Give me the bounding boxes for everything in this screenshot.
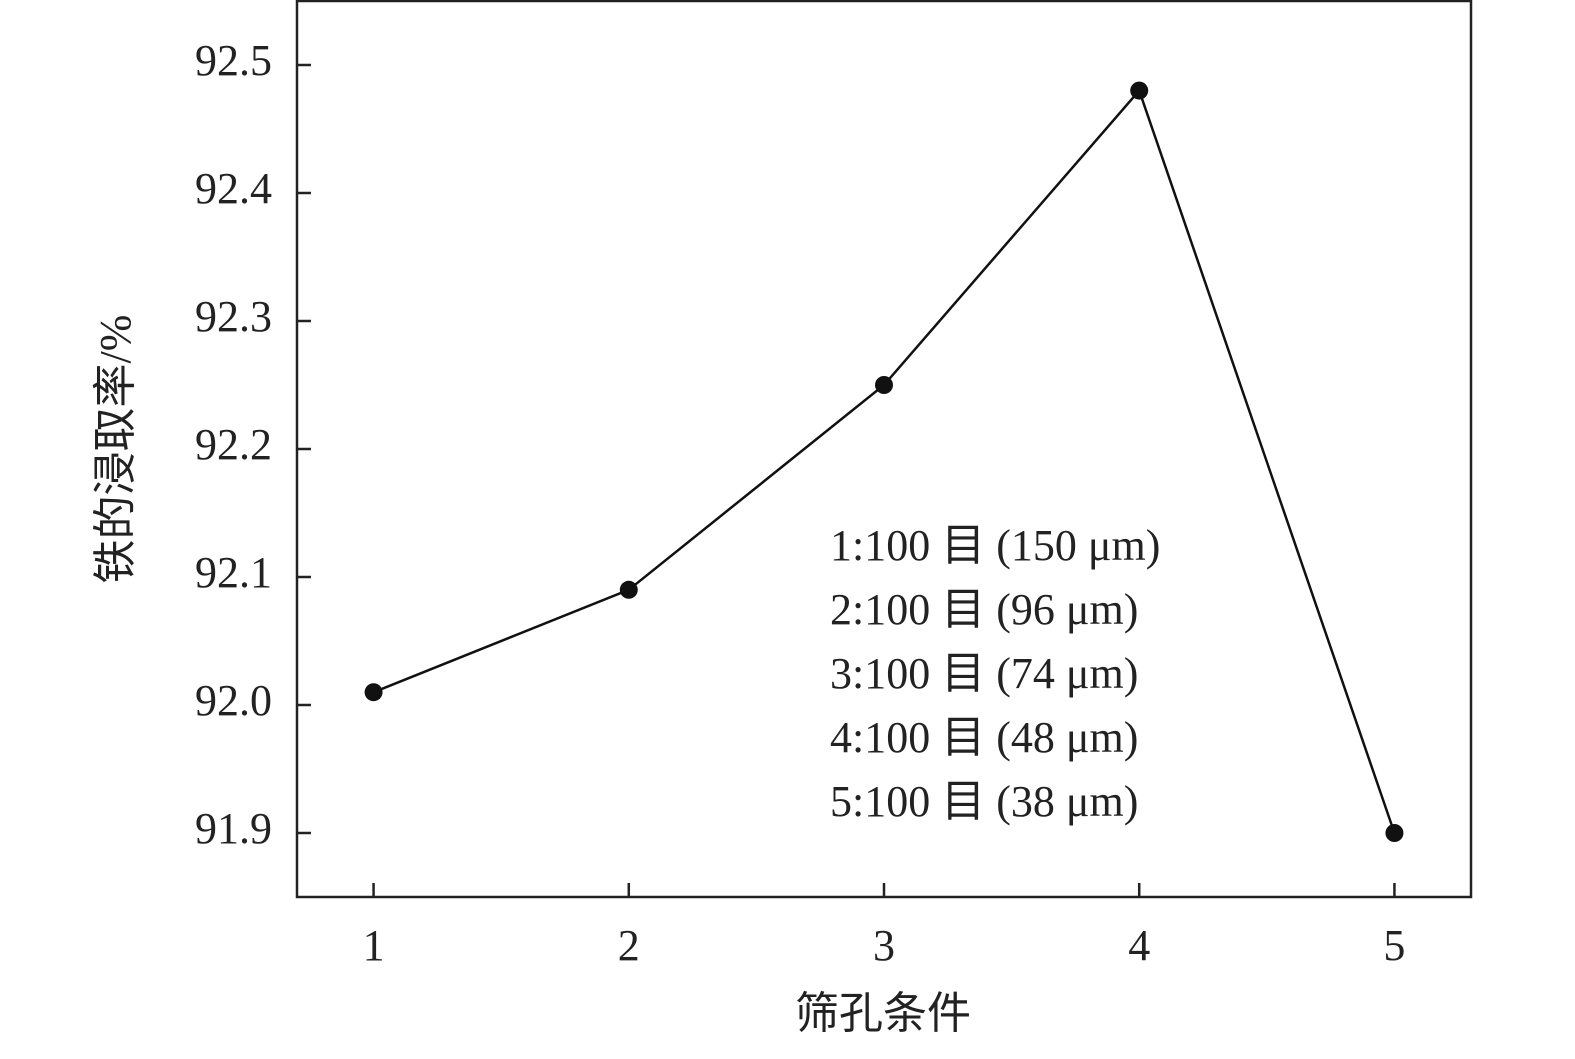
annotation: 2:100 目 (96 μm) — [830, 585, 1138, 634]
x-tick-label: 1 — [363, 921, 385, 970]
annotation: 3:100 目 (74 μm) — [830, 649, 1138, 698]
y-tick-label: 92.3 — [195, 292, 272, 341]
y-tick-label: 92.2 — [195, 420, 272, 469]
x-tick-label: 4 — [1128, 921, 1150, 970]
x-tick-label: 2 — [618, 921, 640, 970]
y-tick-label: 92.1 — [195, 548, 272, 597]
data-point — [364, 683, 383, 702]
y-axis-label: 铁的浸取率/% — [91, 315, 140, 584]
annotation: 1:100 目 (150 μm) — [830, 521, 1160, 570]
annotation: 4:100 目 (48 μm) — [830, 713, 1138, 762]
data-point — [1130, 81, 1149, 100]
data-point — [875, 376, 893, 394]
data-point — [1385, 824, 1404, 842]
annotation: 5:100 目 (38 μm) — [830, 777, 1138, 826]
plot-frame — [295, 0, 1473, 899]
x-tick-label: 5 — [1383, 921, 1405, 970]
x-tick-label: 3 — [873, 921, 895, 970]
y-tick-label: 92.0 — [195, 676, 272, 725]
y-tick-label: 92.4 — [195, 164, 272, 213]
data-point — [619, 580, 638, 599]
y-tick-label: 92.5 — [195, 36, 272, 85]
y-tick-label: 91.9 — [195, 804, 272, 853]
x-axis-label: 筛孔条件 — [795, 989, 971, 1038]
